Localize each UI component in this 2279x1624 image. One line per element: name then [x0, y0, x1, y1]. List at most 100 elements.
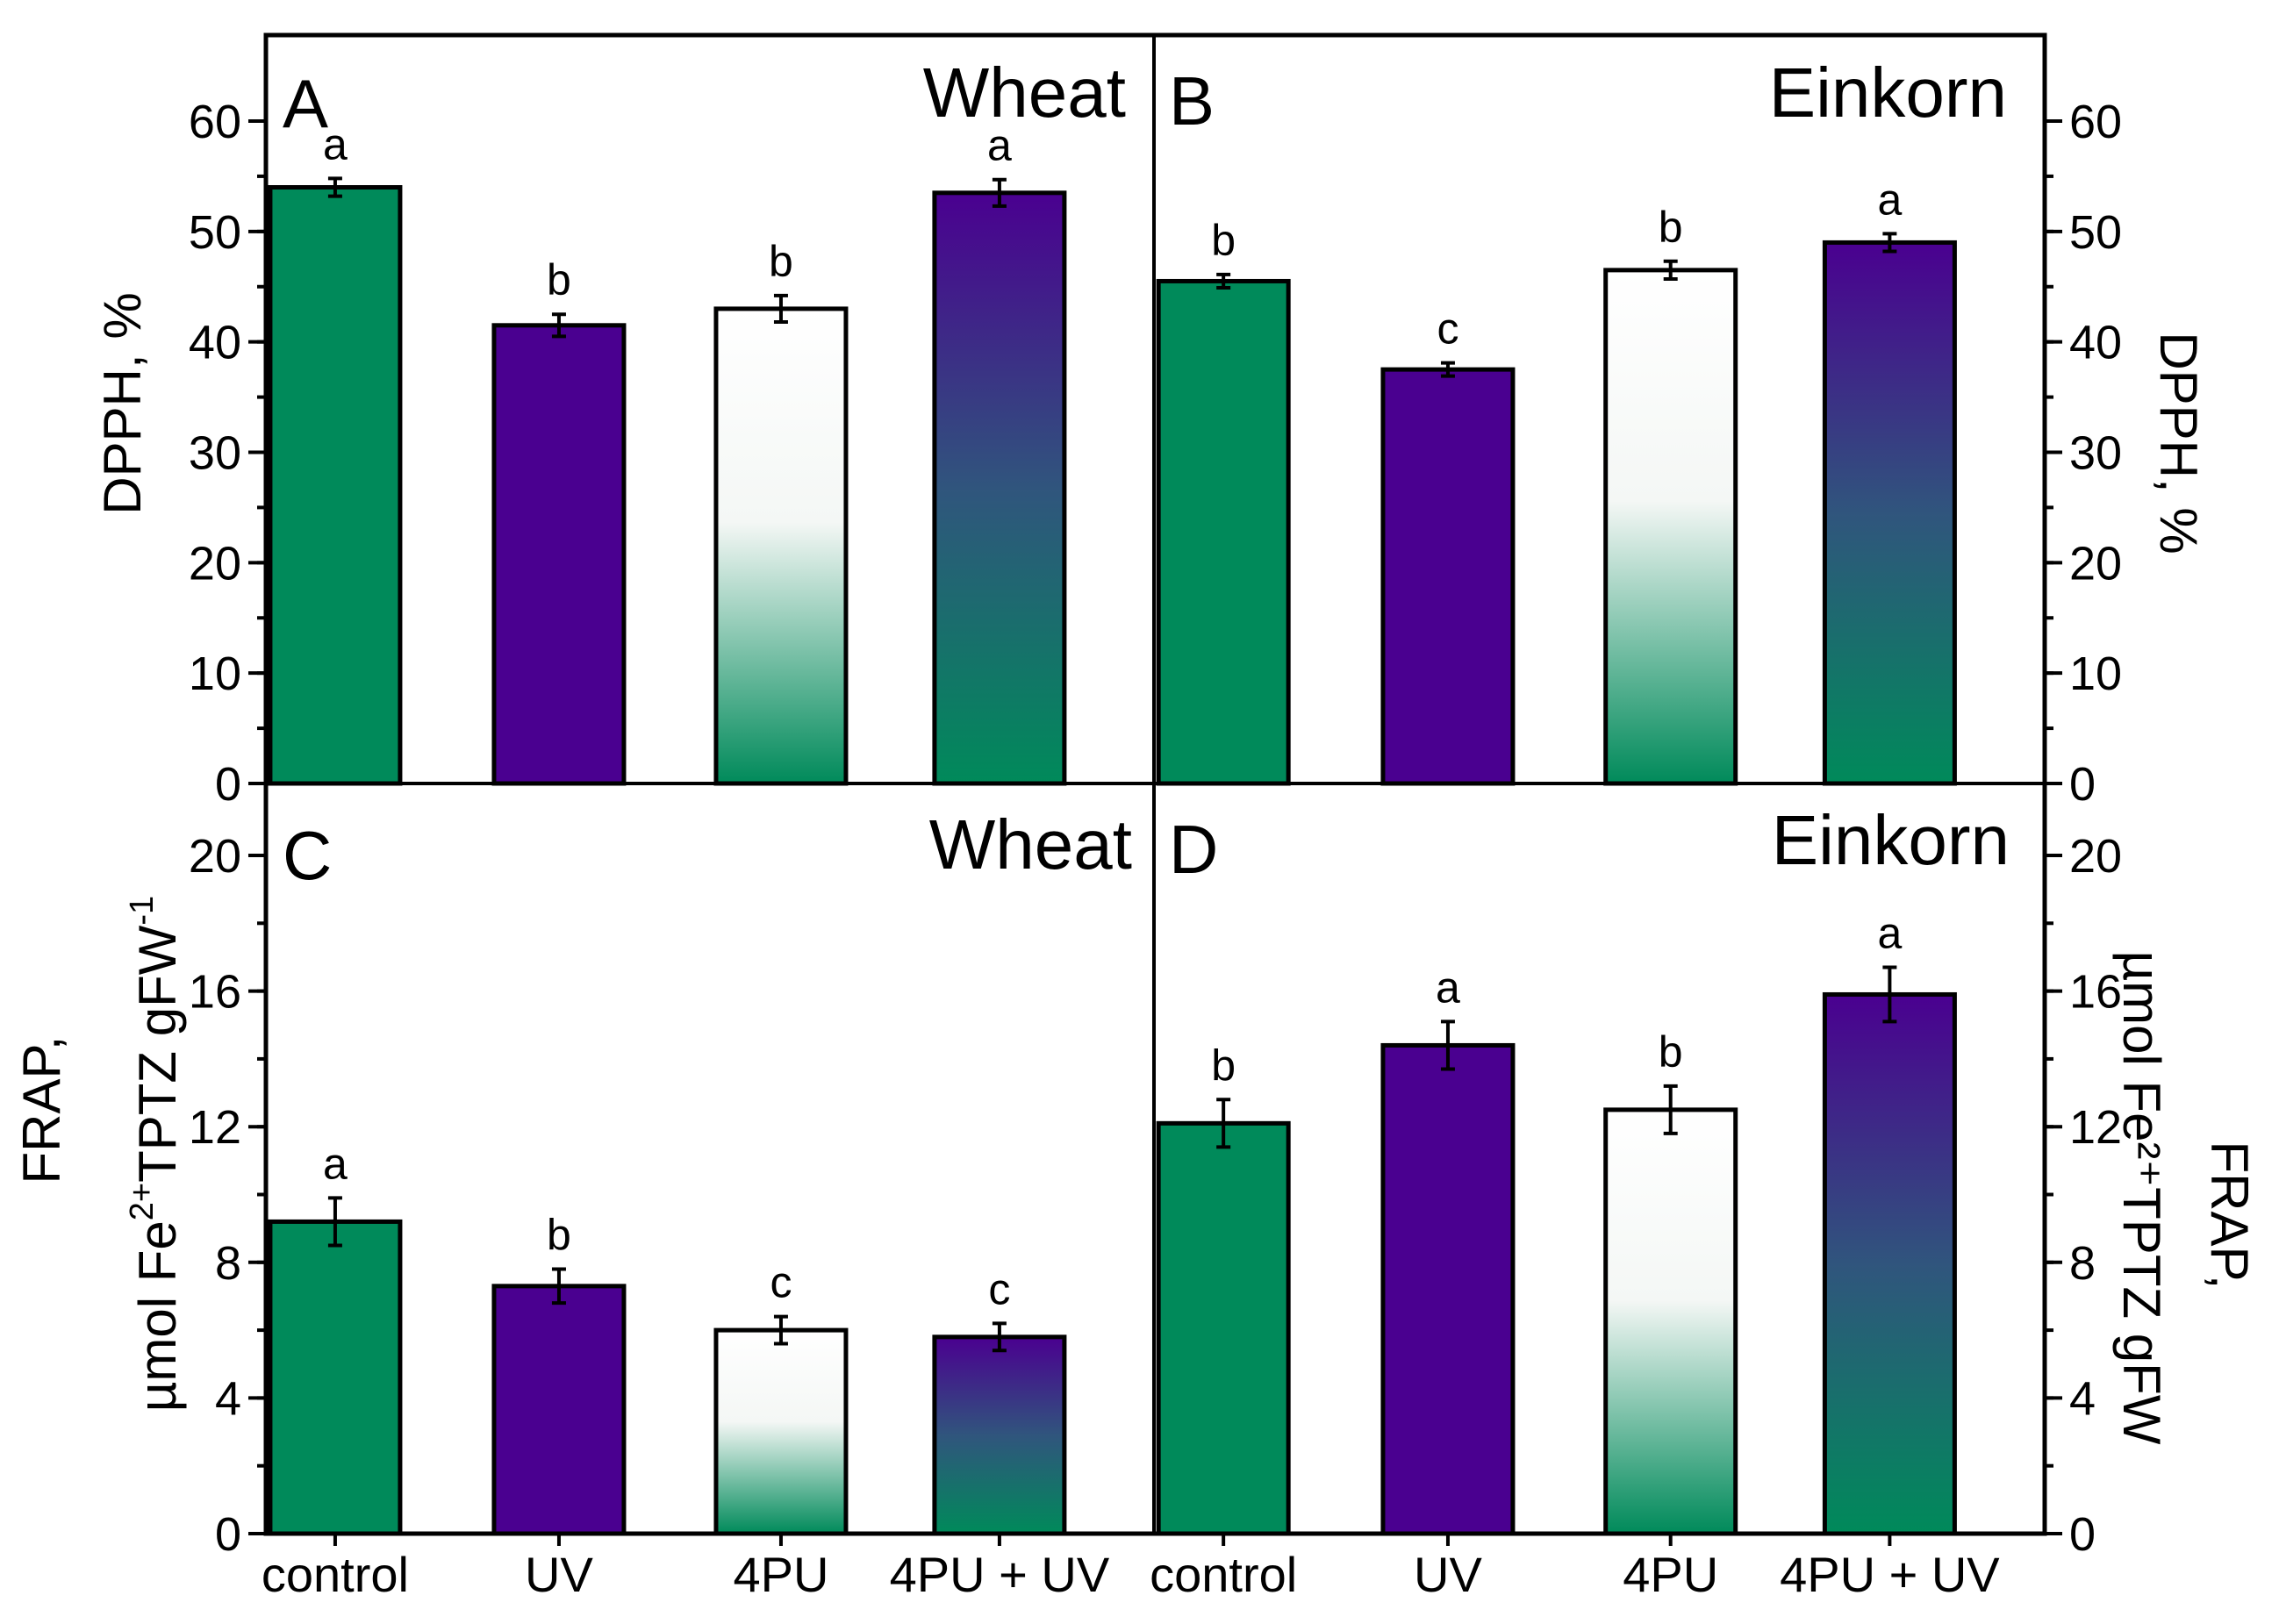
axes-layer: 0 10 20 30 40 50 60 0 10 20 30 40 50 60 0 4 8 12 16 20 0 4 8 12… — [189, 96, 2122, 1602]
sig-letter-a-1: a — [323, 119, 348, 168]
tick-label-left-0: 0 — [215, 758, 241, 811]
category-label-2: UV — [1414, 1547, 1482, 1602]
tick-label-left-16: 16 — [189, 966, 241, 1019]
frap-left-axis: 0 4 8 12 16 20 — [189, 830, 266, 1561]
sig-letter-b-4: a — [1877, 175, 1902, 224]
sig-letter-d-1: b — [1211, 1041, 1236, 1090]
sig-letter-c-1: a — [323, 1139, 348, 1188]
frap-left-unit-prefix: µmol Fe — [128, 1220, 187, 1412]
sig-letter-a-4: a — [987, 121, 1012, 170]
error-bar-d-2 — [1440, 1019, 1455, 1071]
bar-b-1 — [1156, 278, 1291, 786]
tick-label-right-40: 40 — [2069, 317, 2122, 369]
bar-d-3 — [1603, 1107, 1738, 1536]
bar-d-4 — [1822, 991, 1957, 1536]
tick-label-left-20: 20 — [189, 830, 241, 883]
sig-letter-b-1: b — [1211, 216, 1236, 265]
category-label-4: 4PU + UV — [1780, 1547, 2000, 1602]
category-label-2: UV — [525, 1547, 593, 1602]
tick-label-left-20: 20 — [189, 537, 241, 590]
bar-a-3 — [713, 306, 849, 786]
sig-letter-d-2: a — [1436, 962, 1460, 1012]
panel-a-letter: A — [283, 65, 328, 142]
panel-b-bars: b c b a — [1156, 175, 1957, 786]
tick-label-right-0: 0 — [2069, 758, 2096, 811]
bars-layer: a b b a b c b a a b c c b a b a — [268, 119, 1957, 1536]
sig-letter-d-4: a — [1877, 909, 1902, 958]
panel-a-bars: a b b a — [268, 119, 1067, 786]
error-bar-c-1 — [327, 1196, 342, 1248]
panel-d-title: Einkorn — [1772, 801, 2010, 879]
tick-label-left-30: 30 — [189, 427, 241, 480]
category-axis-c: control UV 4PU 4PU + UV — [262, 1534, 1110, 1602]
dpph-left-axis: 0 10 20 30 40 50 60 — [189, 96, 266, 811]
bar-d-2 — [1380, 1042, 1516, 1536]
error-bar-c-2 — [551, 1267, 566, 1306]
sig-letter-c-2: b — [547, 1211, 571, 1260]
tick-label-left-50: 50 — [189, 206, 241, 259]
tick-label-right-16: 16 — [2069, 966, 2122, 1019]
error-bar-b-2 — [1440, 361, 1455, 378]
category-label-3: 4PU — [733, 1547, 828, 1602]
error-bar-c-3 — [773, 1314, 788, 1346]
sig-letter-b-3: b — [1659, 203, 1683, 252]
frap-left-axis-title-line2: µmol Fe2+TPTZ gFW-1 — [124, 896, 187, 1412]
tick-label-left-10: 10 — [189, 647, 241, 700]
panel-b-title: Einkorn — [1769, 54, 2007, 132]
bar-b-2 — [1380, 367, 1516, 786]
bar-c-3 — [713, 1327, 849, 1536]
bar-a-4 — [932, 190, 1067, 786]
frap-right-axis: 0 4 8 12 16 20 — [2045, 830, 2122, 1561]
error-bar-b-3 — [1663, 259, 1678, 281]
tick-label-right-12: 12 — [2069, 1101, 2122, 1154]
tick-label-left-0: 0 — [215, 1508, 241, 1561]
tick-label-left-4: 4 — [215, 1372, 241, 1425]
bar-c-2 — [491, 1284, 627, 1536]
error-bar-b-4 — [1882, 232, 1897, 254]
category-label-1: control — [262, 1547, 409, 1602]
tick-label-right-50: 50 — [2069, 206, 2122, 259]
panel-c-letter: C — [283, 817, 332, 894]
bar-c-4 — [932, 1334, 1067, 1536]
tick-label-left-12: 12 — [189, 1101, 241, 1154]
sig-letter-a-2: b — [547, 255, 571, 304]
frap-left-unit-sup2: -1 — [124, 896, 161, 926]
error-bar-a-4 — [992, 177, 1007, 208]
panel-c-bars: a b c c — [268, 1139, 1067, 1536]
frap-left-axis-title-line1: FRAP, — [12, 1036, 71, 1184]
bar-a-1 — [268, 185, 403, 786]
category-label-3: 4PU — [1623, 1547, 1718, 1602]
error-bar-c-4 — [992, 1321, 1007, 1353]
tick-label-right-10: 10 — [2069, 647, 2122, 700]
error-bar-d-1 — [1216, 1098, 1231, 1149]
dpph-right-axis: 0 10 20 30 40 50 60 — [2045, 96, 2122, 811]
sig-letter-a-3: b — [769, 237, 793, 286]
panel-c-title: Wheat — [929, 805, 1132, 884]
panel-a-title: Wheat — [923, 54, 1126, 132]
tick-label-right-20: 20 — [2069, 830, 2122, 883]
error-bar-d-4 — [1882, 965, 1897, 1024]
sig-letter-c-3: c — [770, 1258, 792, 1307]
tick-label-right-30: 30 — [2069, 427, 2122, 480]
frap-right-axis-title-line1: FRAP, — [2200, 1141, 2259, 1290]
dpph-left-axis-title: DPPH, % — [93, 292, 152, 514]
error-bar-a-1 — [327, 176, 342, 198]
error-bar-a-3 — [773, 293, 788, 325]
tick-label-right-0: 0 — [2069, 1508, 2096, 1561]
bar-a-2 — [491, 323, 627, 786]
tick-label-right-60: 60 — [2069, 96, 2122, 148]
category-label-4: 4PU + UV — [890, 1547, 1110, 1602]
bar-b-4 — [1822, 240, 1957, 786]
tick-label-left-60: 60 — [189, 96, 241, 148]
tick-label-right-8: 8 — [2069, 1237, 2096, 1290]
error-bar-a-2 — [551, 312, 566, 339]
frap-left-unit-mid: TPTZ gFW — [128, 925, 187, 1183]
panel-d-bars: b a b a — [1156, 909, 1957, 1536]
panel-b-letter: B — [1169, 62, 1215, 140]
category-label-1: control — [1150, 1547, 1297, 1602]
frap-right-axis-title-line2: µmol Fe²⁺TPTZ gFW — [2112, 951, 2171, 1445]
tick-label-left-40: 40 — [189, 317, 241, 369]
dpph-right-axis-title: DPPH, % — [2149, 332, 2208, 554]
bar-d-1 — [1156, 1120, 1291, 1536]
